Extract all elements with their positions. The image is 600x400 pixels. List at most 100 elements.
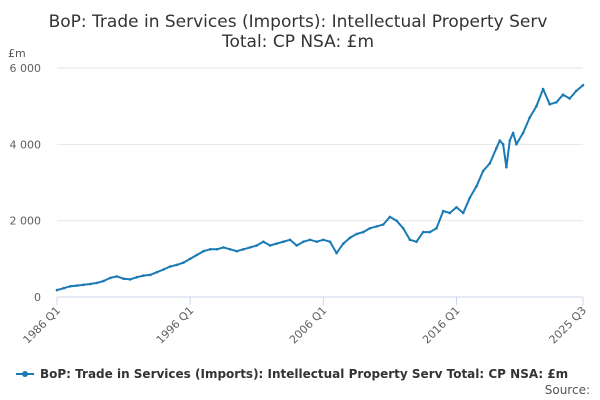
data-point-0-18 bbox=[175, 263, 179, 267]
data-point-0-24 bbox=[215, 248, 219, 251]
data-point-0-27 bbox=[235, 249, 239, 253]
data-point-0-26 bbox=[228, 248, 232, 251]
series-line-0 bbox=[56, 84, 584, 292]
data-point-0-9 bbox=[115, 275, 119, 278]
data-point-0-74 bbox=[528, 116, 531, 119]
data-point-0-81 bbox=[575, 89, 578, 93]
data-point-0-40 bbox=[322, 238, 325, 242]
data-point-0-45 bbox=[355, 232, 358, 236]
data-point-0-49 bbox=[382, 223, 385, 226]
data-point-0-5 bbox=[89, 282, 92, 286]
data-point-0-53 bbox=[408, 238, 412, 242]
data-point-0-35 bbox=[288, 238, 292, 242]
data-point-0-59 bbox=[448, 211, 452, 215]
y-axis-unit-label: £m bbox=[8, 47, 26, 60]
legend[interactable]: BoP: Trade in Services (Imports): Intell… bbox=[16, 367, 568, 381]
data-point-0-64 bbox=[481, 169, 485, 173]
data-point-0-48 bbox=[375, 225, 378, 228]
data-point-0-34 bbox=[282, 240, 285, 243]
source-label: Source: bbox=[545, 383, 590, 397]
data-point-0-21 bbox=[195, 253, 199, 257]
data-point-0-23 bbox=[208, 248, 212, 251]
data-point-0-31 bbox=[262, 240, 265, 243]
data-point-0-80 bbox=[568, 97, 571, 100]
x-tick-label-0: 1986 Q1 bbox=[21, 304, 64, 347]
data-point-0-75 bbox=[535, 104, 538, 108]
data-point-0-55 bbox=[421, 230, 425, 234]
data-point-0-70 bbox=[508, 139, 512, 142]
y-tick-label-1: 2 000 bbox=[10, 215, 42, 228]
data-point-0-19 bbox=[182, 261, 185, 264]
chart-title-line-2: Total: CP NSA: £m bbox=[221, 32, 374, 52]
data-point-0-14 bbox=[148, 273, 152, 277]
data-point-0-22 bbox=[202, 249, 205, 253]
y-axis-ticks: 0 2 000 4 000 6 000 bbox=[10, 62, 42, 304]
data-point-0-29 bbox=[248, 246, 252, 249]
data-point-0-82 bbox=[581, 83, 585, 87]
data-point-0-13 bbox=[142, 274, 145, 277]
data-point-0-33 bbox=[275, 242, 279, 245]
y-tick-label-2: 4 000 bbox=[10, 138, 42, 151]
data-point-0-4 bbox=[82, 283, 85, 287]
data-point-0-79 bbox=[561, 93, 565, 96]
data-point-0-12 bbox=[135, 275, 139, 279]
data-point-0-17 bbox=[168, 265, 172, 268]
data-point-0-66 bbox=[495, 146, 498, 150]
data-point-0-7 bbox=[102, 279, 105, 283]
data-point-0-69 bbox=[505, 165, 508, 169]
data-point-0-62 bbox=[468, 196, 472, 200]
chart-title-line-1: BoP: Trade in Services (Imports): Intell… bbox=[49, 12, 548, 32]
data-point-0-32 bbox=[268, 244, 272, 247]
data-point-0-71 bbox=[511, 131, 515, 135]
data-point-0-77 bbox=[548, 103, 551, 106]
series-layer bbox=[55, 83, 585, 292]
data-point-0-11 bbox=[128, 278, 132, 281]
data-point-0-2 bbox=[69, 285, 72, 288]
legend-marker-swatch bbox=[22, 371, 28, 377]
data-point-0-63 bbox=[475, 185, 478, 188]
data-point-0-68 bbox=[501, 143, 505, 146]
data-point-0-28 bbox=[242, 248, 245, 251]
data-point-0-36 bbox=[295, 244, 299, 247]
data-point-0-42 bbox=[335, 251, 338, 255]
data-point-0-39 bbox=[315, 240, 319, 243]
data-point-0-41 bbox=[328, 240, 332, 243]
data-point-0-58 bbox=[441, 209, 445, 213]
gridlines bbox=[57, 67, 583, 222]
data-point-0-15 bbox=[155, 270, 159, 274]
data-point-0-54 bbox=[415, 240, 418, 243]
x-tick-label-2: 2006 Q1 bbox=[287, 304, 330, 347]
data-point-0-3 bbox=[75, 284, 79, 287]
data-point-0-56 bbox=[428, 230, 432, 234]
data-point-0-76 bbox=[541, 87, 545, 91]
data-point-0-61 bbox=[461, 211, 465, 215]
data-point-0-38 bbox=[308, 238, 312, 242]
data-point-0-52 bbox=[401, 227, 405, 230]
x-tick-label-1: 1996 Q1 bbox=[154, 304, 197, 347]
data-point-0-20 bbox=[188, 257, 192, 261]
data-point-0-43 bbox=[342, 242, 345, 245]
data-point-0-46 bbox=[362, 230, 365, 234]
data-point-0-8 bbox=[109, 276, 112, 280]
data-point-0-72 bbox=[515, 143, 518, 146]
legend-label: BoP: Trade in Services (Imports): Intell… bbox=[40, 367, 568, 381]
data-point-0-57 bbox=[435, 227, 438, 230]
data-point-0-30 bbox=[255, 244, 258, 247]
y-tick-label-0: 0 bbox=[34, 291, 41, 304]
data-point-0-47 bbox=[368, 227, 372, 230]
x-tick-label-3: 2016 Q1 bbox=[420, 304, 463, 347]
data-point-0-16 bbox=[162, 268, 165, 271]
data-point-0-10 bbox=[122, 277, 125, 281]
data-point-0-60 bbox=[455, 206, 458, 209]
data-point-0-0 bbox=[55, 288, 59, 292]
data-point-0-44 bbox=[348, 236, 352, 240]
data-point-0-37 bbox=[302, 240, 305, 243]
data-point-0-1 bbox=[62, 286, 65, 290]
x-tick-label-4: 2025 Q3 bbox=[547, 304, 590, 347]
data-point-0-51 bbox=[395, 219, 398, 222]
data-point-0-50 bbox=[388, 215, 392, 219]
data-point-0-67 bbox=[498, 139, 502, 142]
data-point-0-73 bbox=[521, 131, 525, 135]
data-point-0-65 bbox=[488, 162, 492, 165]
